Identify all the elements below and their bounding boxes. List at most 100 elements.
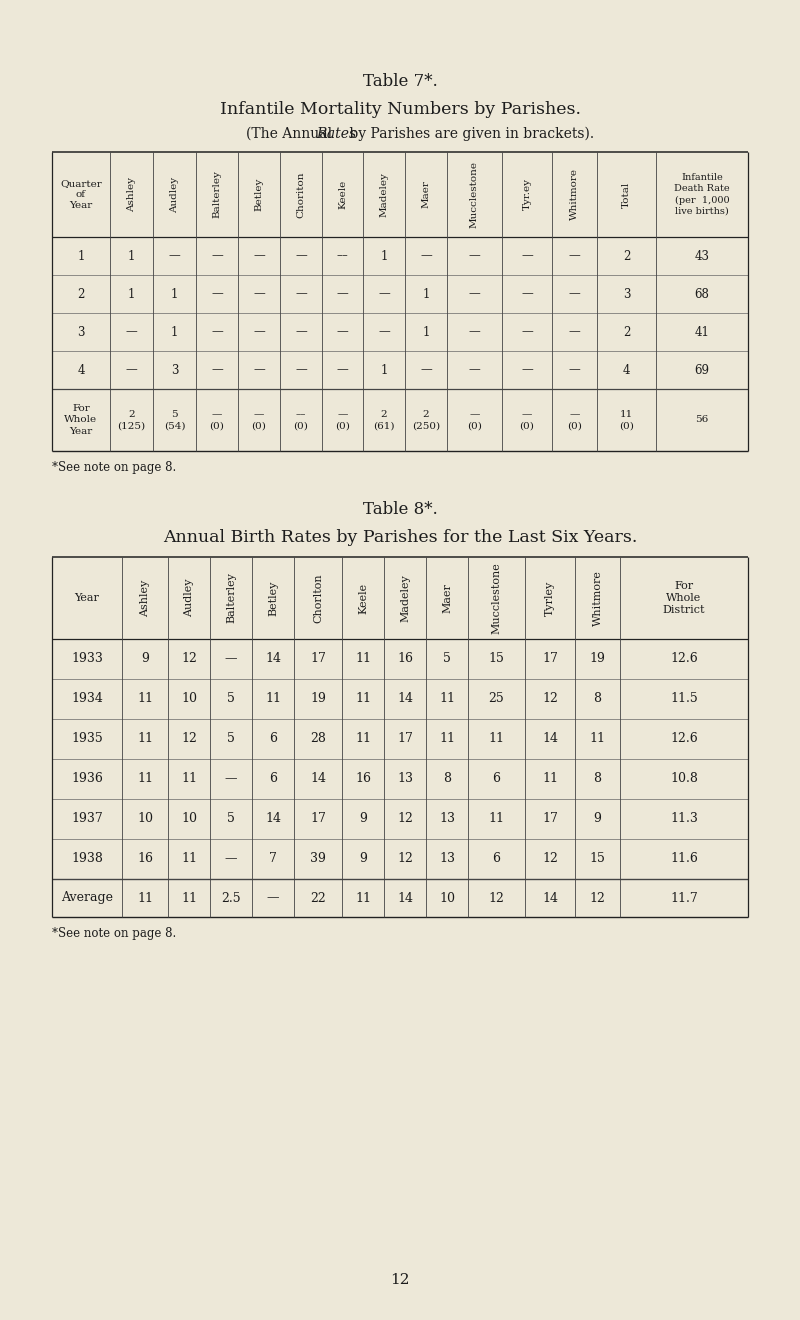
Text: 11: 11: [181, 891, 197, 904]
Text: 43: 43: [694, 249, 710, 263]
Text: 14: 14: [310, 772, 326, 785]
Text: 3: 3: [622, 288, 630, 301]
Text: Choriton: Choriton: [297, 172, 306, 218]
Text: Rates: Rates: [316, 127, 356, 141]
Text: 10.8: 10.8: [670, 772, 698, 785]
Text: 1: 1: [380, 249, 388, 263]
Text: 14: 14: [397, 693, 413, 705]
Text: 5: 5: [227, 693, 235, 705]
Text: —: —: [211, 249, 223, 263]
Text: —: —: [295, 249, 307, 263]
Text: —: —: [569, 249, 580, 263]
Text: Balterley: Balterley: [226, 573, 236, 623]
Text: ––: ––: [337, 249, 348, 263]
Text: 1933: 1933: [71, 652, 103, 665]
Text: 13: 13: [439, 853, 455, 866]
Text: —: —: [521, 326, 533, 338]
Text: 12: 12: [542, 693, 558, 705]
Text: —: —: [253, 288, 265, 301]
Text: 11.7: 11.7: [670, 891, 698, 904]
Text: 7: 7: [269, 853, 277, 866]
Text: 11: 11: [265, 693, 281, 705]
Text: 16: 16: [397, 652, 413, 665]
Text: 11: 11: [489, 733, 505, 746]
Text: —
(0): — (0): [519, 409, 534, 430]
Text: —: —: [469, 326, 480, 338]
Text: 12: 12: [397, 853, 413, 866]
Text: —: —: [569, 363, 580, 376]
Text: —: —: [253, 363, 265, 376]
Text: 41: 41: [694, 326, 710, 338]
Text: —: —: [253, 249, 265, 263]
Text: 10: 10: [439, 891, 455, 904]
Text: 11: 11: [489, 813, 505, 825]
Text: 1: 1: [128, 249, 135, 263]
Text: 1935: 1935: [71, 733, 103, 746]
Text: Balterley: Balterley: [213, 170, 222, 218]
Text: 17: 17: [542, 652, 558, 665]
Text: —: —: [420, 249, 432, 263]
Text: 1: 1: [78, 249, 85, 263]
Text: Infantile
Death Rate
(per  1,000
live births): Infantile Death Rate (per 1,000 live bir…: [674, 173, 730, 215]
Text: —: —: [295, 288, 307, 301]
Text: 56: 56: [695, 416, 709, 425]
Text: 19: 19: [310, 693, 326, 705]
Text: 13: 13: [439, 813, 455, 825]
Text: Whitmore: Whitmore: [570, 169, 579, 220]
Text: 12: 12: [390, 1272, 410, 1287]
Text: Maer: Maer: [442, 583, 452, 612]
Text: 11: 11: [137, 891, 153, 904]
Text: 15: 15: [590, 853, 606, 866]
Text: 17: 17: [397, 733, 413, 746]
Text: 5: 5: [227, 733, 235, 746]
Text: Table 8*.: Table 8*.: [362, 500, 438, 517]
Text: 1: 1: [171, 326, 178, 338]
Text: Tyrley: Tyrley: [545, 581, 555, 615]
Text: —: —: [420, 363, 432, 376]
Text: 17: 17: [542, 813, 558, 825]
Text: 1938: 1938: [71, 853, 103, 866]
Text: 11: 11: [355, 652, 371, 665]
Text: 9: 9: [359, 813, 367, 825]
Text: 14: 14: [542, 891, 558, 904]
Text: —: —: [225, 772, 238, 785]
Text: Audley: Audley: [170, 177, 179, 213]
Text: Quarter
of
Year: Quarter of Year: [60, 180, 102, 210]
Text: —
(0): — (0): [251, 409, 266, 430]
Text: 12: 12: [590, 891, 606, 904]
Text: 22: 22: [310, 891, 326, 904]
Text: —
(0): — (0): [467, 409, 482, 430]
Text: —: —: [378, 326, 390, 338]
Text: 2
(125): 2 (125): [118, 409, 146, 430]
Text: —: —: [569, 326, 580, 338]
Text: 19: 19: [590, 652, 606, 665]
Text: —: —: [521, 288, 533, 301]
Text: —: —: [378, 288, 390, 301]
Text: 12.6: 12.6: [670, 733, 698, 746]
Text: 10: 10: [181, 693, 197, 705]
Text: 5: 5: [227, 813, 235, 825]
Text: 13: 13: [397, 772, 413, 785]
Text: 11: 11: [542, 772, 558, 785]
Text: 2: 2: [623, 326, 630, 338]
Text: 1: 1: [422, 288, 430, 301]
Text: —
(0): — (0): [335, 409, 350, 430]
Text: 9: 9: [594, 813, 602, 825]
Text: 11.3: 11.3: [670, 813, 698, 825]
Text: —: —: [126, 363, 138, 376]
Text: —: —: [337, 288, 348, 301]
Text: Betley: Betley: [254, 178, 263, 211]
Text: —: —: [469, 249, 480, 263]
Text: —: —: [521, 249, 533, 263]
Text: —: —: [225, 853, 238, 866]
Text: (The Annual: (The Annual: [246, 127, 337, 141]
Text: Tyr.ey: Tyr.ey: [522, 178, 531, 210]
Text: —: —: [337, 363, 348, 376]
Text: 28: 28: [310, 733, 326, 746]
Text: 9: 9: [359, 853, 367, 866]
Text: For
Whole
District: For Whole District: [662, 581, 706, 615]
Text: —: —: [295, 363, 307, 376]
Text: —: —: [469, 288, 480, 301]
Text: Whitmore: Whitmore: [593, 570, 602, 626]
Text: 5
(54): 5 (54): [164, 409, 186, 430]
